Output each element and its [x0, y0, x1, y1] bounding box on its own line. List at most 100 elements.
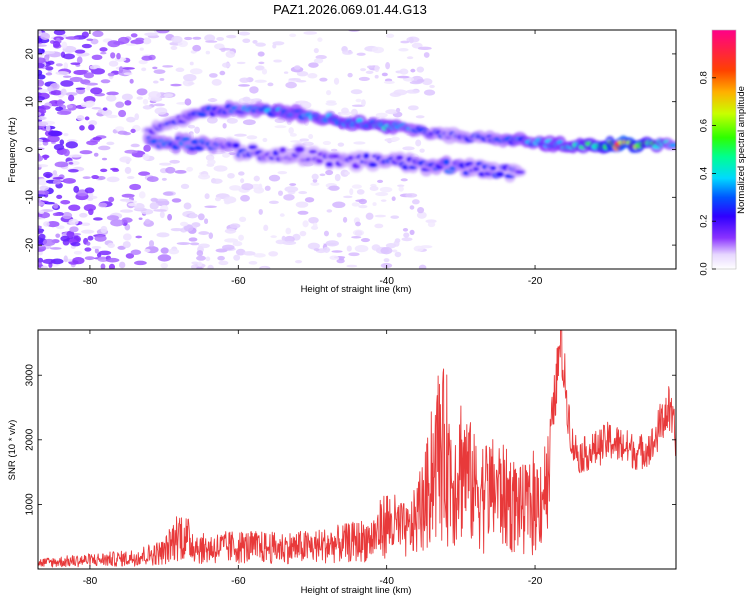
spectrogram-noise-speck [342, 50, 354, 55]
spectrogram-lower-ridge-core [325, 161, 334, 168]
spectrogram-noise-speck [407, 105, 419, 111]
spectrogram-noise-speck [138, 59, 148, 65]
spectrogram-noise-speck [38, 95, 46, 101]
spectrogram-noise-speck [81, 31, 89, 38]
spectrogram-noise-speck [379, 186, 393, 193]
spectrogram-noise-speck [267, 82, 274, 87]
spectrogram-noise-speck [68, 154, 83, 158]
spectrogram-noise-speck [375, 191, 389, 197]
spectrogram-noise-speck [57, 99, 64, 107]
spectrogram-noise-speck [375, 112, 388, 118]
spectrogram-noise-speck [70, 242, 81, 247]
spectrogram-noise-speck [391, 196, 396, 202]
spectrogram-noise-speck [93, 152, 99, 157]
spectrogram-noise-speck [295, 201, 309, 208]
spectrogram-noise-speck [342, 216, 348, 223]
spectrogram-noise-speck [208, 232, 214, 239]
spectrogram-noise-speck [328, 185, 340, 191]
colorbar-tick-label: 0.6 [699, 119, 710, 132]
spectrogram-noise-speck [348, 252, 360, 257]
spectrogram-noise-speck [397, 75, 410, 79]
snr-x-label: Height of straight line (km) [301, 585, 412, 596]
spectrogram-noise-speck [411, 199, 420, 205]
spectrogram-noise-speck [298, 191, 308, 195]
spectrogram-noise-speck [311, 173, 319, 180]
spectrogram-noise-speck [399, 68, 409, 75]
spectrogram-noise-speck [60, 88, 67, 96]
spectrogram-noise-speck [143, 144, 151, 152]
colorbar-gradient [712, 30, 736, 269]
spectrogram-noise-speck [391, 249, 398, 253]
spectrogram-noise-speck [296, 71, 309, 77]
spectrogram-noise-speck [239, 77, 250, 83]
spectrogram-noise-speck [47, 135, 60, 143]
spectrogram-noise-speck [86, 85, 91, 91]
spectrogram-noise-speck [76, 115, 85, 121]
spectrogram-noise-speck [204, 218, 209, 225]
spectrogram-noise-speck [317, 37, 323, 42]
spectrogram-noise-speck [243, 251, 256, 256]
spectrogram-noise-speck [146, 176, 159, 182]
spectrogram-noise-speck [38, 37, 43, 44]
spectrogram-noise-speck [323, 230, 329, 237]
spectrogram-noise-speck [211, 178, 223, 184]
spectrogram-noise-speck [238, 84, 250, 87]
spectrogram-noise-speck [52, 40, 61, 48]
spectrogram-noise-speck [89, 65, 98, 70]
spectrogram-noise-speck [135, 235, 143, 239]
spectrogram-noise-speck [83, 204, 96, 212]
spectrogram-noise-speck [401, 237, 413, 242]
spectrogram-noise-speck [273, 59, 282, 63]
spectrogram-noise-speck [302, 220, 309, 228]
spectrogram-noise-speck [226, 34, 237, 39]
spectrogram-noise-speck [374, 65, 380, 73]
spectrogram-noise-speck [283, 71, 289, 74]
spectrogram-noise-speck [157, 254, 172, 262]
spectrogram-noise-speck [130, 249, 142, 255]
spectrogram-noise-speck [43, 221, 50, 227]
spectrogram-noise-speck [156, 232, 170, 238]
spectrogram-noise-speck [390, 215, 400, 219]
spectrogram-noise-speck [238, 171, 245, 176]
spectrogram-noise-speck [180, 183, 190, 190]
spectrogram-noise-speck [84, 82, 99, 86]
spectrogram-noise-speck [219, 70, 226, 76]
spectrogram-noise-speck [197, 261, 203, 267]
spectrogram-ridge-layer [141, 99, 676, 183]
spectrogram-x-tick-label: -60 [231, 276, 246, 287]
spectrogram-noise-speck [409, 37, 414, 44]
spectrogram-noise-speck [79, 150, 93, 155]
spectrogram-noise-speck [38, 201, 45, 207]
spectrogram-noise-speck [288, 127, 294, 134]
spectrogram-noise-speck [410, 68, 416, 73]
spectrogram-noise-speck [279, 213, 285, 217]
spectrogram-noise-speck [79, 125, 85, 131]
spectrogram-noise-speck [119, 156, 132, 163]
spectrogram-noise-speck [38, 257, 44, 263]
spectrogram-noise-speck [43, 154, 48, 161]
spectrogram-noise-speck [354, 244, 369, 253]
spectrogram-noise-speck [38, 164, 49, 168]
spectrogram-noise-speck [159, 78, 165, 81]
spectrogram-noise-speck [92, 30, 104, 38]
spectrogram-noise-speck [130, 128, 136, 134]
spectrogram-noise-speck [241, 183, 254, 191]
spectrogram-noise-speck [63, 133, 69, 137]
spectrogram-noise-speck [179, 221, 189, 227]
spectrogram-noise-speck [144, 32, 158, 37]
spectrogram-noise-speck [138, 171, 151, 176]
spectrogram-noise-speck [289, 33, 297, 38]
spectrogram-noise-speck [347, 72, 353, 78]
spectrogram-noise-speck [405, 193, 418, 198]
spectrogram-noise-speck [45, 72, 53, 76]
spectrogram-noise-speck [119, 198, 132, 202]
spectrogram-noise-speck [38, 190, 50, 195]
spectrogram-noise-speck [52, 170, 58, 176]
spectrogram-noise-speck [233, 254, 241, 261]
spectrogram-noise-speck [108, 196, 115, 203]
spectrogram-noise-speck [153, 103, 166, 107]
spectrogram-noise-speck [238, 31, 251, 36]
spectrogram-noise-speck [112, 168, 120, 172]
spectrogram-noise-speck [83, 72, 95, 79]
spectrogram-noise-speck [224, 201, 231, 205]
